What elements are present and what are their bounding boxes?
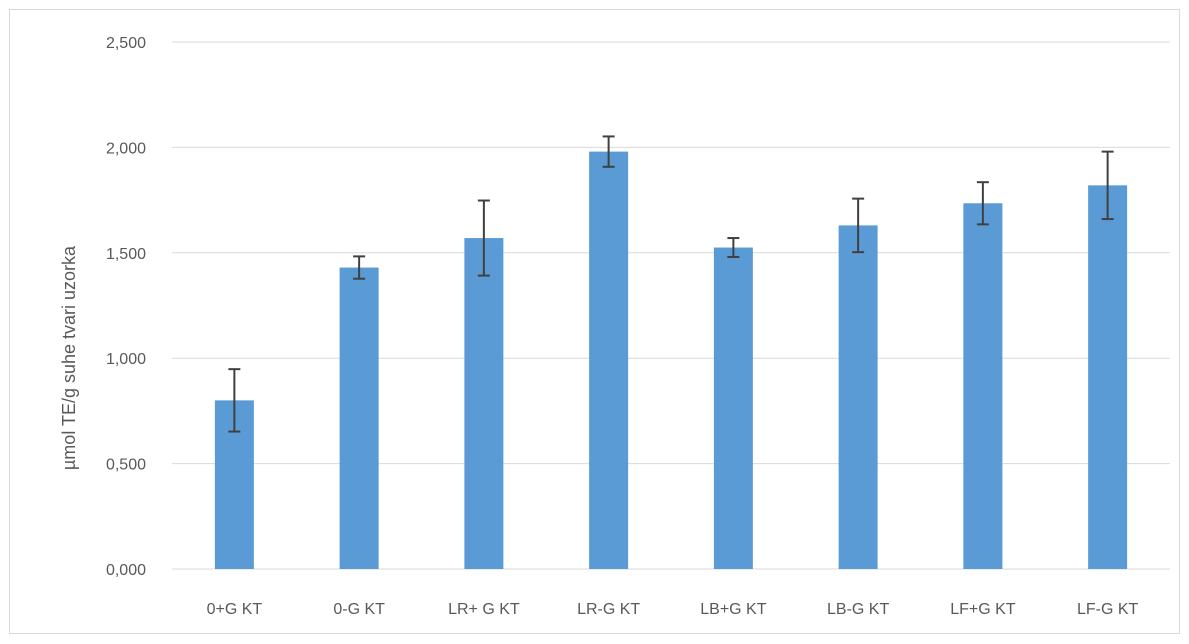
y-tick-label: 0,500 (106, 457, 146, 474)
bar (339, 267, 379, 569)
x-tick-label: LF+G KT (950, 601, 1016, 618)
x-tick-label: LB+G KT (700, 601, 766, 618)
x-tick-label: LF-G KT (1077, 601, 1139, 618)
error-bar (477, 199, 490, 277)
error-bar (976, 181, 989, 226)
error-bars (228, 135, 1114, 433)
x-tick-label: 0-G KT (333, 601, 385, 618)
y-tick-label: 1,000 (106, 351, 146, 368)
error-bar (353, 255, 366, 280)
error-bar (852, 197, 865, 254)
y-tick-label: 2,000 (106, 140, 146, 157)
error-bar (228, 368, 241, 433)
bar (963, 203, 1003, 569)
x-tick-labels: 0+G KT 0-G KT LR+ G KT LR-G KT LB+G KT LB-G K… (207, 601, 1139, 618)
bar (1088, 185, 1128, 569)
error-bar (1101, 150, 1114, 221)
x-tick-label: LR-G KT (577, 601, 640, 618)
bars (214, 151, 1128, 569)
error-bar (727, 237, 740, 259)
error-bar (602, 135, 615, 168)
x-tick-label: 0+G KT (207, 601, 263, 618)
y-tick-label: 1,500 (106, 246, 146, 263)
bar (838, 225, 878, 569)
bar (589, 151, 629, 569)
y-tick-label: 0,000 (106, 562, 146, 579)
bar (464, 238, 504, 569)
y-axis-title: µmol TE/g suhe tvari uzorka (59, 245, 79, 470)
x-tick-label: LB-G KT (827, 601, 889, 618)
bar (713, 247, 753, 569)
gridlines (172, 41, 1170, 570)
x-tick-label: LR+ G KT (448, 601, 520, 618)
y-tick-labels: 0,000 0,500 1,000 1,500 2,000 2,500 (106, 35, 146, 579)
y-tick-label: 2,500 (106, 35, 146, 52)
